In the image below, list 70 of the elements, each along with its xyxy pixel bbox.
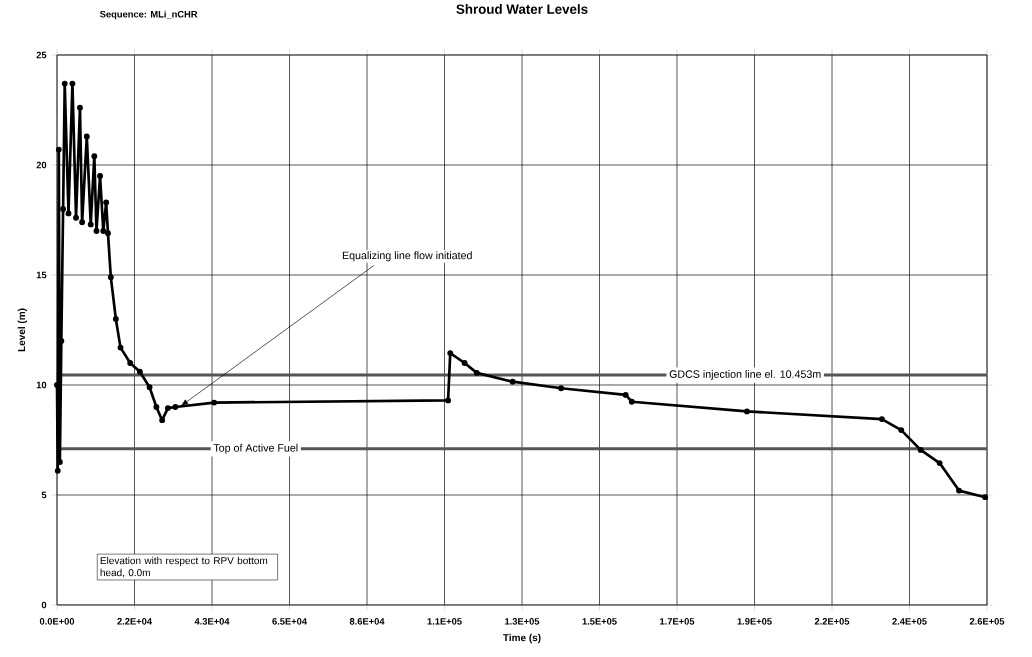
- point: [744, 408, 750, 415]
- x-tick-label: 1.5E+05: [582, 618, 617, 625]
- x-axis-title: Time (s): [503, 633, 541, 644]
- point: [898, 427, 905, 434]
- point: [97, 173, 104, 179]
- point: [105, 230, 111, 237]
- point: [77, 104, 83, 111]
- point: [159, 417, 166, 424]
- y-tick-label: 20: [36, 161, 47, 169]
- point: [473, 369, 480, 376]
- point: [447, 350, 454, 357]
- point: [878, 416, 885, 423]
- y-tick-label: 5: [41, 491, 47, 499]
- point: [100, 228, 107, 234]
- point: [558, 385, 565, 392]
- point: [87, 221, 94, 228]
- annotation: Elevation with respect to RPV bottom head, 0.0m: [100, 556, 268, 578]
- x-tick-label: 2.2E+04: [117, 618, 152, 625]
- point: [172, 404, 179, 410]
- point: [445, 397, 452, 404]
- x-tick-label: 6.5E+04: [272, 618, 307, 625]
- point: [622, 391, 629, 398]
- point: [83, 133, 90, 140]
- point: [69, 80, 76, 87]
- y-axis-title: Level (m): [17, 308, 28, 352]
- y-tick-label: 0: [41, 601, 47, 609]
- x-tick-label: 2.4E+05: [892, 618, 927, 625]
- point: [54, 467, 61, 474]
- x-tick-label: 2.2E+05: [814, 618, 850, 625]
- point: [55, 146, 62, 153]
- x-tick-label: 4.3E+04: [194, 618, 230, 625]
- x-tick-label: 1.3E+05: [505, 618, 540, 625]
- point: [461, 360, 468, 366]
- point: [112, 316, 119, 322]
- y-tick-label: 10: [36, 381, 47, 389]
- y-tick-label: 25: [36, 51, 47, 59]
- ref-line-label: GDCS injection line el. 10.453m: [669, 370, 821, 380]
- point: [60, 206, 67, 212]
- point: [93, 228, 100, 234]
- chart-title: Shroud Water Levels: [456, 4, 588, 14]
- point: [509, 378, 516, 385]
- y-tick-label: 15: [36, 271, 47, 279]
- point: [73, 214, 79, 221]
- chart-subtitle: Sequence: MLi_nCHR: [99, 10, 198, 20]
- point: [146, 384, 153, 391]
- annotation: Equalizing line flow initiated: [342, 251, 472, 262]
- point: [917, 446, 924, 453]
- ref-line-label: Top of Active Fuel: [213, 443, 298, 454]
- x-tick-label: 1.7E+05: [660, 618, 695, 625]
- point: [117, 344, 124, 351]
- point: [956, 487, 962, 494]
- point: [136, 368, 143, 375]
- point: [79, 219, 86, 226]
- point: [153, 404, 160, 410]
- x-tick-label: 2.6E+05: [969, 618, 1005, 625]
- point: [103, 199, 110, 206]
- point: [164, 405, 171, 412]
- point: [127, 360, 134, 366]
- point: [65, 210, 72, 217]
- x-tick-label: 0.0E+00: [39, 618, 75, 625]
- point: [211, 399, 218, 406]
- point: [936, 460, 943, 467]
- point: [628, 398, 635, 405]
- x-tick-label: 1.1E+05: [427, 618, 462, 625]
- point: [107, 274, 114, 281]
- x-tick-label: 1.9E+05: [737, 618, 772, 625]
- x-tick-label: 8.6E+04: [349, 618, 385, 625]
- point: [91, 153, 98, 160]
- point: [61, 80, 68, 87]
- point: [982, 494, 989, 501]
